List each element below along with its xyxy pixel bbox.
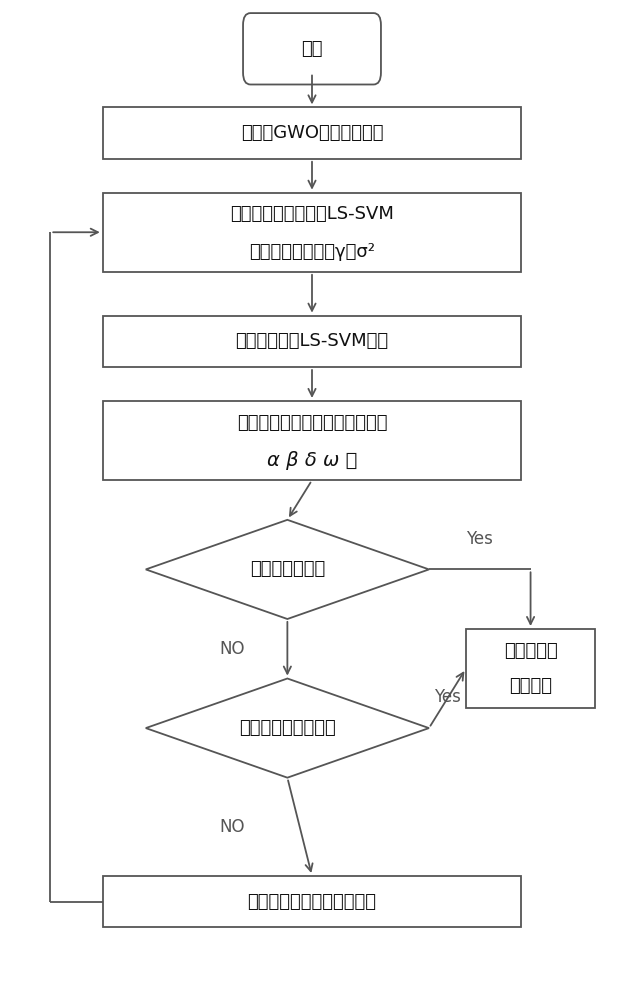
Text: 初始化GWO算法相关参数: 初始化GWO算法相关参数 [241, 124, 383, 142]
FancyBboxPatch shape [243, 13, 381, 84]
Text: 计算适应度，选择灰狼算法中的: 计算适应度，选择灰狼算法中的 [236, 414, 388, 432]
Text: 映射种群中的粒子为LS-SVM: 映射种群中的粒子为LS-SVM [230, 205, 394, 223]
Text: 到最大迭代次数: 到最大迭代次数 [250, 560, 325, 578]
Text: 软测量模型参数：γ、σ²: 软测量模型参数：γ、σ² [249, 243, 375, 261]
Bar [103, 316, 521, 367]
Bar [103, 876, 521, 927]
Text: Yes: Yes [466, 530, 493, 548]
Text: 将优化结果: 将优化结果 [504, 642, 557, 660]
Bar [103, 107, 521, 159]
Text: 开始: 开始 [301, 40, 323, 58]
Text: 更新灰狼优化算法中的参数: 更新灰狼优化算法中的参数 [248, 893, 376, 911]
Polygon shape [146, 520, 429, 619]
Text: NO: NO [219, 640, 245, 658]
Bar [466, 629, 595, 708]
Bar [103, 193, 521, 272]
Text: NO: NO [219, 818, 245, 836]
Text: 训练误差小于设定值: 训练误差小于设定值 [239, 719, 336, 737]
Bar [103, 401, 521, 480]
Text: Yes: Yes [434, 688, 461, 706]
Text: 输入样本进行LS-SVM训练: 输入样本进行LS-SVM训练 [235, 332, 389, 350]
Polygon shape [146, 678, 429, 778]
Text: 作为输出: 作为输出 [509, 677, 552, 695]
Text: α β δ ω 层: α β δ ω 层 [267, 451, 357, 470]
